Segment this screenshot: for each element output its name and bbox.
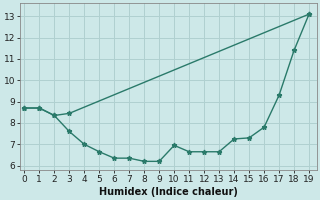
X-axis label: Humidex (Indice chaleur): Humidex (Indice chaleur): [99, 187, 238, 197]
